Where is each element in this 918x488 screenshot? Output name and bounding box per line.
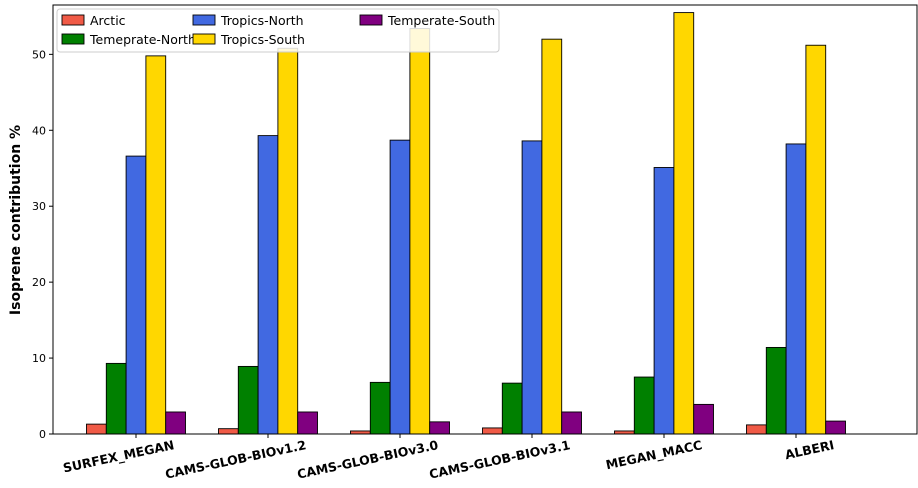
bar-temperate-south-1 — [297, 411, 318, 435]
legend-label-1: Temeprate-North — [89, 32, 196, 47]
bar-tropics-north-0 — [125, 155, 147, 435]
bar-temeprate-north-2 — [369, 381, 391, 435]
legend: Arctic Temeprate-North Tropics-North Tropic… — [56, 8, 500, 53]
x-tick-label-0: SURFEX_MEGAN — [62, 437, 176, 476]
bar-tropics-south-4 — [673, 12, 695, 435]
x-tick-label-1: CAMS-GLOB-BIOv1.2 — [164, 437, 308, 482]
y-axis-label: Isoprene contribution % — [8, 125, 24, 315]
legend-swatch-1 — [61, 33, 85, 45]
y-tick-label-50: 50 — [32, 48, 46, 61]
bar-tropics-north-1 — [257, 135, 279, 435]
bar-tropics-north-3 — [521, 140, 543, 435]
x-axis: SURFEX_MEGANCAMS-GLOB-BIOv1.2CAMS-GLOB-B… — [62, 434, 835, 482]
legend-label-0: Arctic — [90, 13, 126, 28]
legend-label-2: Tropics-North — [220, 13, 304, 28]
legend-swatch-3 — [192, 33, 216, 45]
bar-tropics-north-2 — [389, 139, 411, 435]
bar-temperate-south-0 — [165, 411, 186, 435]
bar-tropics-north-4 — [653, 167, 675, 435]
x-tick-label-3: CAMS-GLOB-BIOv3.1 — [428, 437, 572, 482]
bar-arctic-0 — [86, 423, 107, 435]
legend-swatch-4 — [359, 14, 383, 26]
y-tick-label-40: 40 — [32, 124, 46, 137]
legend-label-3: Tropics-South — [220, 32, 305, 47]
y-tick-label-20: 20 — [32, 276, 46, 289]
plot-frame — [52, 4, 918, 435]
x-tick-label-5: ALBERI — [783, 437, 835, 462]
bar-tropics-south-2 — [409, 28, 431, 435]
bar-temeprate-north-5 — [765, 346, 787, 435]
x-tick-label-4: MEGAN_MACC — [604, 437, 703, 473]
x-tick-label-2: CAMS-GLOB-BIOv3.0 — [296, 437, 440, 482]
y-tick-label-30: 30 — [32, 200, 46, 213]
bar-temperate-south-2 — [429, 421, 450, 435]
y-axis: 0 10 20 30 40 50 — [32, 48, 53, 441]
bar-tropics-south-3 — [541, 38, 563, 435]
legend-label-4: Temperate-South — [387, 13, 495, 28]
bar-temeprate-north-4 — [633, 376, 655, 435]
bar-tropics-south-5 — [805, 44, 827, 435]
bar-arctic-5 — [746, 424, 767, 435]
bar-temperate-south-5 — [825, 420, 846, 435]
bar-tropics-north-5 — [785, 143, 807, 435]
legend-frame — [56, 8, 500, 53]
bar-temperate-south-3 — [561, 411, 582, 435]
legend-swatch-2 — [192, 14, 216, 26]
bar-temperate-south-4 — [693, 403, 714, 435]
bar-temeprate-north-0 — [105, 362, 127, 435]
bar-tropics-south-1 — [277, 47, 299, 435]
bar-temeprate-north-3 — [501, 382, 523, 435]
y-tick-label-10: 10 — [32, 352, 46, 365]
bar-tropics-south-0 — [145, 55, 167, 435]
bar-arctic-1 — [218, 428, 239, 435]
legend-swatch-0 — [61, 14, 85, 26]
bar-temeprate-north-1 — [237, 365, 259, 435]
bars-group — [86, 12, 846, 435]
bar-arctic-3 — [482, 427, 503, 435]
y-tick-label-0: 0 — [39, 428, 46, 441]
